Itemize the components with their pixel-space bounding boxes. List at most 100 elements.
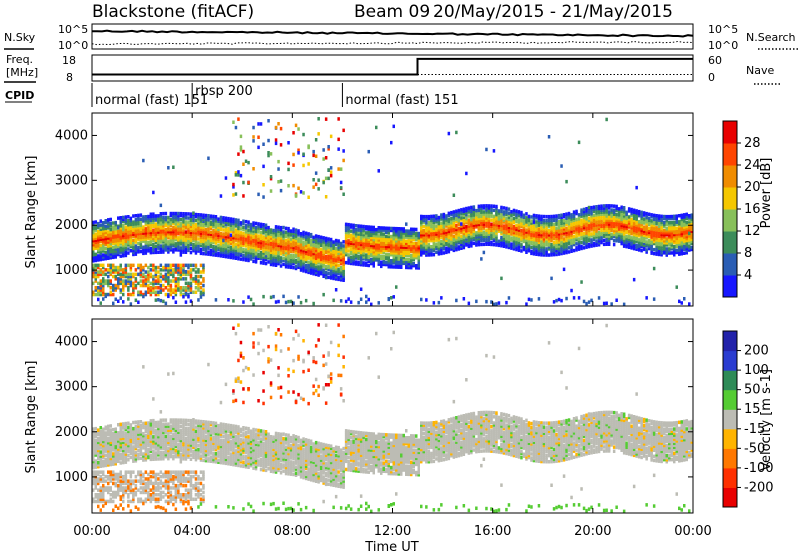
power-cell (232, 185, 235, 189)
power-cell (209, 236, 213, 241)
power-cell (307, 268, 310, 273)
power-cell (615, 233, 618, 237)
power-cell (365, 235, 368, 239)
power-cell (299, 246, 303, 250)
power-cell (314, 246, 318, 250)
power-cell (392, 251, 395, 255)
power-cell (527, 220, 531, 225)
power-cell (189, 234, 193, 239)
power-cell (349, 261, 353, 266)
power-cell (169, 240, 173, 244)
power-cell (465, 212, 468, 217)
power-cell (147, 272, 150, 277)
power-cell (294, 236, 298, 240)
power-cell (425, 243, 428, 247)
power-cell (232, 221, 235, 226)
power-cell (405, 249, 408, 253)
power-cell (352, 231, 355, 236)
power-cell (665, 214, 668, 219)
power-cell (184, 216, 188, 220)
power-cell (485, 234, 488, 238)
power-cell (572, 218, 576, 222)
power-cell (169, 238, 173, 242)
power-cell (635, 239, 638, 243)
power-cell (405, 265, 408, 270)
power-cell (207, 214, 210, 218)
power-cell (660, 214, 663, 219)
power-cell (570, 217, 573, 221)
power-cell (575, 225, 578, 230)
power-cell (214, 247, 218, 251)
power-cell (642, 231, 646, 235)
power-cell (630, 207, 633, 212)
power-cell (442, 222, 446, 227)
power-cell (430, 249, 433, 253)
power-cell (577, 233, 581, 237)
power-cell (520, 220, 523, 225)
power-cell (129, 281, 133, 286)
power-cell (214, 219, 218, 223)
power-cell (194, 290, 198, 294)
power-cell (259, 246, 263, 251)
power-cell (237, 252, 240, 257)
power-cell (440, 251, 443, 256)
power-cell (615, 208, 618, 213)
power-cell (395, 241, 398, 245)
power-cell (267, 225, 270, 230)
power-cell (612, 216, 616, 221)
power-cell (673, 251, 676, 255)
power-cell (673, 253, 676, 257)
power-cell (127, 229, 130, 233)
power-cell (257, 242, 260, 246)
power-cell (292, 257, 295, 262)
power-cell (490, 300, 493, 304)
power-cell (415, 227, 418, 232)
power-cell (202, 288, 205, 292)
power-cell (417, 243, 420, 248)
power-cell (119, 218, 122, 222)
power-cell (187, 216, 190, 220)
power-cell (592, 237, 596, 242)
power-cell (102, 288, 105, 292)
power-cell (422, 218, 425, 223)
power-cell (440, 239, 443, 244)
power-cell (365, 247, 368, 251)
power-cell (560, 213, 563, 217)
power-cell (600, 204, 603, 208)
power-cell (410, 263, 413, 268)
power-cell (612, 218, 616, 223)
power-cell (632, 220, 636, 225)
power-cell (475, 243, 478, 247)
power-cell (164, 211, 168, 216)
power-cell (572, 240, 576, 245)
power-cell (149, 292, 153, 297)
power-cell (668, 243, 671, 247)
power-cell (102, 270, 105, 274)
power-cell (520, 235, 523, 239)
power-cell (289, 229, 293, 233)
power-cell (114, 243, 117, 247)
power-cell (302, 250, 305, 255)
power-cell (570, 288, 573, 293)
power-cell (395, 259, 398, 263)
power-cell (224, 176, 228, 180)
power-cell (124, 270, 128, 274)
power-cell (159, 222, 163, 226)
power-cell (585, 211, 588, 215)
power-cell (94, 244, 97, 248)
power-cell (500, 211, 503, 216)
power-cell (249, 245, 253, 249)
power-cell (460, 236, 463, 240)
power-cell (174, 211, 178, 216)
power-cell (507, 217, 511, 221)
power-cell (352, 223, 355, 228)
power-cell (332, 250, 335, 254)
power-cell (222, 248, 225, 252)
power-cell (144, 219, 148, 223)
power-cell (510, 222, 513, 226)
power-cell (542, 233, 546, 237)
power-cell (104, 242, 107, 247)
power-cell (600, 216, 603, 220)
power-cell (422, 245, 425, 249)
power-cell (462, 243, 466, 248)
